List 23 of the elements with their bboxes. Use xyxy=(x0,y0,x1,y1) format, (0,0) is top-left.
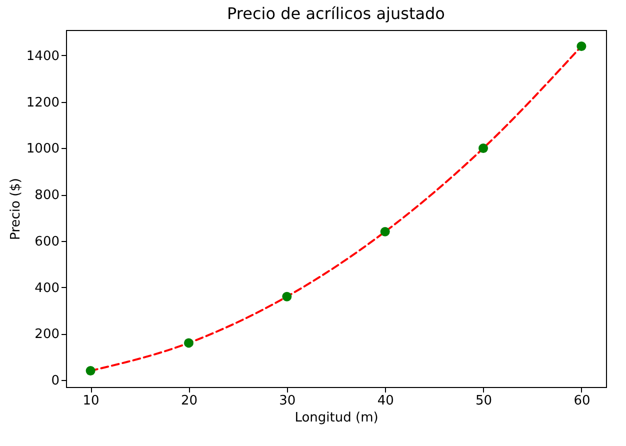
point xyxy=(380,226,390,236)
y-tick-label: 800 xyxy=(34,188,60,204)
x-tick-label: 10 xyxy=(82,394,100,408)
x-tick-label: 20 xyxy=(180,394,198,408)
x-tick-label: 60 xyxy=(574,394,590,408)
point xyxy=(184,338,194,348)
chart-title: Precio de acrílicos ajustado xyxy=(227,4,445,23)
y-tick-label: 0 xyxy=(51,374,60,389)
point xyxy=(576,41,586,51)
y-axis-title: Precio ($) xyxy=(8,178,24,240)
y-tick-label: 1400 xyxy=(26,49,60,64)
y-tick-label: 600 xyxy=(34,234,60,250)
x-tick-label: 30 xyxy=(279,394,296,408)
y-tick-label: 1200 xyxy=(26,95,60,110)
point xyxy=(86,366,96,376)
x-tick-label: 40 xyxy=(377,394,394,408)
y-tick-label: 200 xyxy=(34,327,60,342)
x-axis-title: Longitud (m) xyxy=(294,410,378,426)
y-tick-label: 400 xyxy=(34,280,60,296)
point xyxy=(282,292,292,302)
x-tick-label: 50 xyxy=(476,394,492,408)
point xyxy=(478,143,488,153)
y-tick-label: 1000 xyxy=(26,142,60,157)
